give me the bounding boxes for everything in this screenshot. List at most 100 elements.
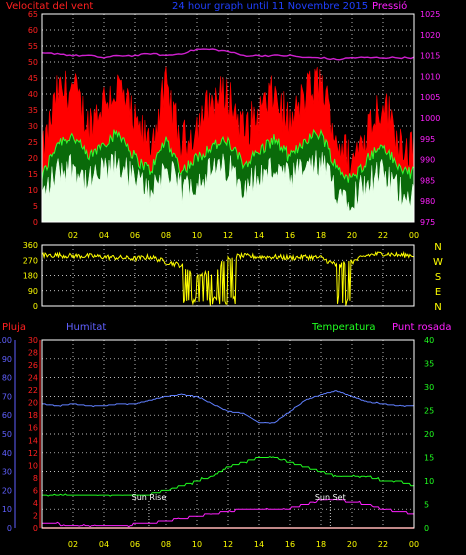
wind-speed-tick-label: 35 <box>28 106 38 115</box>
wind-speed-tick-label: 50 <box>28 58 38 67</box>
hour-tick-label: 14 <box>254 231 264 240</box>
wind-speed-title: Velocitat del vent <box>6 1 93 12</box>
hour-tick-label: 02 <box>68 540 78 549</box>
rain-tick-label: 6 <box>33 486 38 495</box>
graph-period-title: 24 hour graph until 11 Novembre 2015 <box>172 1 368 12</box>
hour-tick-label: 22 <box>378 231 388 240</box>
hour-tick-label: 12 <box>223 231 233 240</box>
direction-frame <box>41 244 415 307</box>
temperature-tick-label: 5 <box>424 501 429 510</box>
hour-tick-label: 14 <box>254 540 264 549</box>
direction-tick-label: 270 <box>23 256 38 265</box>
minimum-wind-area <box>41 150 415 223</box>
wind-speed-tick-label: 45 <box>28 74 38 83</box>
wind-frame <box>41 13 415 223</box>
hour-tick-label: 22 <box>378 540 388 549</box>
pressure-tick-label: 1025 <box>420 10 440 19</box>
humidity-tick-label: 20 <box>2 486 12 495</box>
compass-label: W <box>433 257 443 268</box>
hour-tick-label: 16 <box>285 231 295 240</box>
direction-tick-label: 180 <box>23 272 38 281</box>
average-wind-line <box>41 128 415 183</box>
rain-tick-label: 0 <box>33 524 38 533</box>
compass-label: S <box>435 272 441 283</box>
direction-tick-label: 90 <box>28 287 38 296</box>
hour-tick-label: 02 <box>68 231 78 240</box>
humidity-tick-label: 100 <box>0 336 12 345</box>
wind-speed-tick-label: 60 <box>28 26 38 35</box>
wind-speed-tick-label: 10 <box>28 186 38 195</box>
pressure-tick-label: 1010 <box>420 72 440 81</box>
pressure-tick-label: 995 <box>420 135 435 144</box>
rain-tick-label: 14 <box>28 436 38 445</box>
temperature-tick-label: 40 <box>424 336 434 345</box>
pressure-tick-label: 980 <box>420 197 435 206</box>
hour-tick-label: 04 <box>99 540 109 549</box>
wind-pressure-panel: 0510152025303540455055606597598098599099… <box>28 10 441 240</box>
pressure-tick-label: 975 <box>420 218 435 227</box>
humidity-tick-label: 80 <box>2 374 12 383</box>
temperature-tick-label: 25 <box>424 407 434 416</box>
temperature-tick-label: 35 <box>424 360 434 369</box>
hour-tick-label: 18 <box>316 540 326 549</box>
hour-tick-label: 00 <box>409 540 419 549</box>
pressure-tick-label: 1020 <box>420 31 440 40</box>
hour-tick-label: 20 <box>347 540 357 549</box>
humidity-tick-label: 30 <box>2 468 12 477</box>
wind-speed-tick-label: 40 <box>28 90 38 99</box>
rain-tick-label: 12 <box>28 449 38 458</box>
rain-tick-label: 16 <box>28 424 38 433</box>
rain-tick-label: 24 <box>28 374 38 383</box>
temperature-tick-label: 15 <box>424 454 434 463</box>
pressure-tick-label: 1015 <box>420 52 440 61</box>
temperature-axis-title: Temperatura <box>311 322 376 333</box>
temperature-line <box>42 456 414 497</box>
sun-marker-label: Sun Set <box>315 493 346 502</box>
sun-marker-label: Sun Rise <box>132 493 167 502</box>
pressure-tick-label: 1005 <box>420 93 440 102</box>
humidity-axis-title: Humitat <box>66 322 106 333</box>
humidity-tick-label: 40 <box>2 449 12 458</box>
dewpoint-axis-title: Punt rosada <box>392 322 451 333</box>
wind-speed-tick-label: 25 <box>28 138 38 147</box>
hour-tick-label: 10 <box>192 540 202 549</box>
dewpoint-line <box>42 498 414 528</box>
wind-speed-tick-label: 65 <box>28 10 38 19</box>
hour-tick-label: 08 <box>161 231 171 240</box>
humidity-line <box>42 390 414 424</box>
rain-tick-label: 30 <box>28 336 38 345</box>
hour-tick-label: 16 <box>285 540 295 549</box>
hour-tick-label: 10 <box>192 231 202 240</box>
hour-tick-label: 06 <box>130 231 140 240</box>
temperature-tick-label: 20 <box>424 430 434 439</box>
compass-label: N <box>434 242 441 253</box>
rain-tick-label: 2 <box>33 511 38 520</box>
temperature-tick-label: 0 <box>424 524 429 533</box>
rain-tick-label: 10 <box>28 461 38 470</box>
rain-tick-label: 20 <box>28 399 38 408</box>
humidity-frame <box>41 339 415 529</box>
wind-speed-tick-label: 0 <box>33 218 38 227</box>
wind-speed-tick-label: 30 <box>28 122 38 131</box>
rain-tick-label: 4 <box>33 499 38 508</box>
wind-speed-tick-label: 5 <box>33 202 38 211</box>
pressure-line <box>41 48 415 61</box>
rain-tick-label: 26 <box>28 361 38 370</box>
hour-tick-label: 20 <box>347 231 357 240</box>
wind-speed-tick-label: 20 <box>28 154 38 163</box>
wind-speed-tick-label: 55 <box>28 42 38 51</box>
humidity-tick-label: 10 <box>2 505 12 514</box>
hour-tick-label: 08 <box>161 540 171 549</box>
rain-tick-label: 28 <box>28 349 38 358</box>
humidity-tick-label: 60 <box>2 411 12 420</box>
wind-speed-tick-label: 15 <box>28 170 38 179</box>
hour-tick-label: 12 <box>223 540 233 549</box>
rain-tick-label: 8 <box>33 474 38 483</box>
pressure-title: Pressió <box>372 0 407 12</box>
direction-tick-label: 360 <box>23 241 38 250</box>
hour-tick-label: 00 <box>409 231 419 240</box>
